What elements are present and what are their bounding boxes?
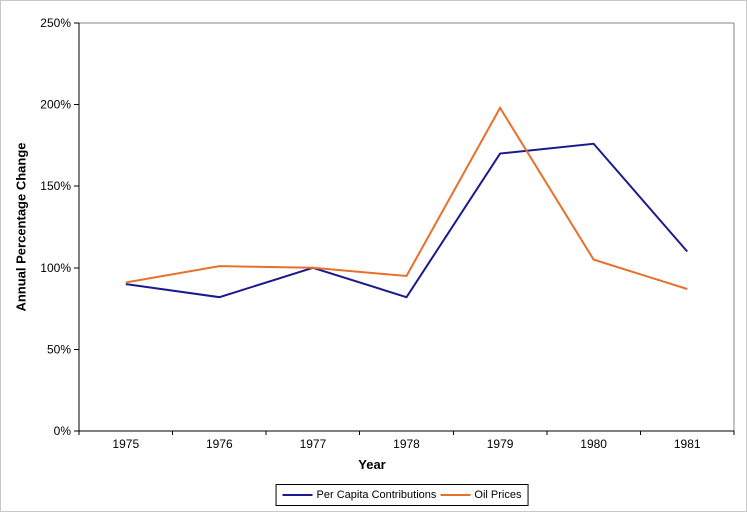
- legend-line-sample-per-capita-contributions: [282, 494, 313, 496]
- y-tick-label: 50%: [47, 342, 71, 356]
- y-tick-label: 250%: [40, 16, 71, 30]
- legend: Per Capita Contributions Oil Prices: [275, 484, 529, 506]
- legend-label-oil-prices: Oil Prices: [474, 489, 522, 501]
- y-axis-title: Annual Percentage Change: [13, 142, 29, 312]
- y-tick-label: 0%: [54, 424, 72, 438]
- y-tick-label: 150%: [40, 179, 71, 193]
- series-line-oil-prices: [125, 105, 688, 290]
- x-tick-label: 1979: [487, 437, 514, 451]
- x-tick-label: 1977: [300, 437, 327, 451]
- legend-item-oil-prices: Oil Prices: [440, 489, 521, 501]
- x-tick-label: 1975: [112, 437, 139, 451]
- y-tick-label: 100%: [40, 261, 71, 275]
- legend-label-per-capita-contributions: Per Capita Contributions: [316, 489, 437, 501]
- x-axis-title: Year: [358, 457, 386, 472]
- x-tick-label: 1976: [206, 437, 233, 451]
- x-tick-label: 1981: [674, 437, 701, 451]
- legend-line-sample-oil-prices: [440, 494, 471, 496]
- series-line-per-capita-contributions: [125, 142, 688, 299]
- x-tick-label: 1980: [580, 437, 607, 451]
- y-tick-label: 200%: [40, 98, 71, 112]
- legend-item-per-capita-contributions: Per Capita Contributions: [282, 489, 437, 501]
- x-tick-label: 1978: [393, 437, 420, 451]
